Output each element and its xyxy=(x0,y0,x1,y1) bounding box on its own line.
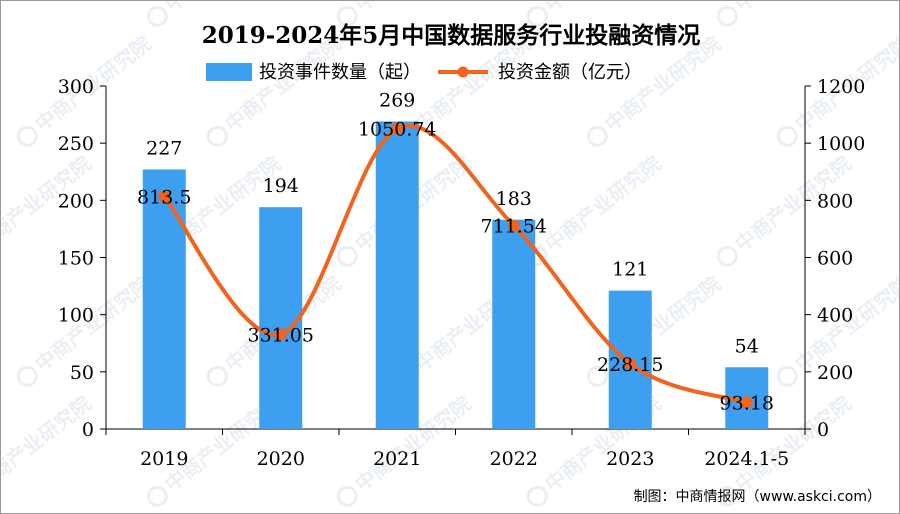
source-credit: 制图：中商情报网（www.askci.com） xyxy=(634,489,881,505)
line-point xyxy=(274,328,287,341)
line-data-label: 331.05 xyxy=(248,324,314,346)
legend-label-bar: 投资事件数量（起） xyxy=(259,62,421,83)
y-left-tick-label: 50 xyxy=(70,362,94,384)
y-right-tick-label: 1200 xyxy=(817,76,865,98)
legend-label-line: 投资金额（亿元） xyxy=(498,62,642,83)
x-tick-label: 2019 xyxy=(140,448,188,470)
bar xyxy=(375,121,419,430)
x-tick-label: 2022 xyxy=(490,448,538,470)
line-point xyxy=(507,219,520,232)
svg-text:中商产业研究院: 中商产业研究院 xyxy=(730,1,855,16)
legend-line-marker xyxy=(457,66,469,78)
y-left-tick-label: 0 xyxy=(82,419,94,441)
watermark: 中商产业研究院 xyxy=(206,31,345,147)
watermark: 中商产业研究院 xyxy=(1,391,95,496)
legend-bar-swatch xyxy=(206,63,252,81)
x-tick-label: 2023 xyxy=(606,448,654,470)
y-right-ticks: 0 200 400 600 800 1000 1200 xyxy=(805,76,865,441)
svg-text:中商产业研究院: 中商产业研究院 xyxy=(350,1,475,16)
y-right-tick-label: 200 xyxy=(817,362,853,384)
line-point xyxy=(391,122,404,135)
bar xyxy=(142,169,186,430)
y-left-ticks: 0 50 100 150 200 250 300 xyxy=(58,76,106,441)
line-point xyxy=(158,190,171,203)
x-tick-label: 2020 xyxy=(257,448,305,470)
y-right-tick-label: 400 xyxy=(817,305,853,327)
line-data-label: 711.54 xyxy=(481,216,547,238)
watermark: 中商产业研究院 xyxy=(586,31,725,147)
y-left-tick-label: 150 xyxy=(58,248,94,270)
bar xyxy=(492,219,536,429)
bar-data-label: 227 xyxy=(146,137,182,159)
bar-data-label: 121 xyxy=(612,259,648,281)
x-tick-label: 2021 xyxy=(373,448,421,470)
line-labels: 813.5 331.05 1050.74 711.54 228.15 93.18 xyxy=(137,119,774,415)
line-points xyxy=(158,122,753,409)
watermark: 中商产业研究院 xyxy=(1,1,95,16)
svg-text:中商产业研究院: 中商产业研究院 xyxy=(160,1,285,16)
svg-text:中商产业研究院: 中商产业研究院 xyxy=(1,1,95,16)
bar-series xyxy=(142,121,769,430)
y-right-tick-label: 600 xyxy=(817,248,853,270)
line-data-label: 813.5 xyxy=(137,186,191,208)
y-left-tick-label: 300 xyxy=(58,76,94,98)
y-left-tick-label: 100 xyxy=(58,305,94,327)
x-tick-label: 2024.1-5 xyxy=(704,448,789,470)
y-left-tick-label: 200 xyxy=(58,190,94,212)
bar-labels: 227 194 269 183 121 54 xyxy=(146,89,759,357)
bar-data-label: 54 xyxy=(735,335,759,357)
line-point xyxy=(624,357,637,370)
line-data-label: 1050.74 xyxy=(358,119,437,141)
y-left-tick-label: 250 xyxy=(58,133,94,155)
x-ticks: 2019 2020 2021 2022 2023 2024.1-5 xyxy=(105,429,806,470)
y-right-tick-label: 800 xyxy=(817,190,853,212)
chart-title: 2019-2024年5月中国数据服务行业投融资情况 xyxy=(202,22,701,49)
legend: 投资事件数量（起） 投资金额（亿元） xyxy=(206,62,642,83)
y-right-tick-label: 1000 xyxy=(817,133,865,155)
bar-data-label: 183 xyxy=(496,188,532,210)
svg-text:中商产业研究院: 中商产业研究院 xyxy=(1,391,95,496)
watermark: 中商产业研究院 xyxy=(526,151,665,267)
watermark: 中商产业研究院 xyxy=(716,1,855,27)
line-data-label: 228.15 xyxy=(597,354,663,376)
line-point xyxy=(740,396,753,409)
bar-data-label: 269 xyxy=(379,89,415,111)
svg-text:中商产业研究院: 中商产业研究院 xyxy=(540,1,665,16)
y-right-tick-label: 0 xyxy=(817,419,829,441)
line-data-label: 93.18 xyxy=(720,392,774,414)
bar xyxy=(259,207,303,429)
bar-data-label: 194 xyxy=(263,175,299,197)
svg-text:中商产业研究院: 中商产业研究院 xyxy=(540,151,665,256)
